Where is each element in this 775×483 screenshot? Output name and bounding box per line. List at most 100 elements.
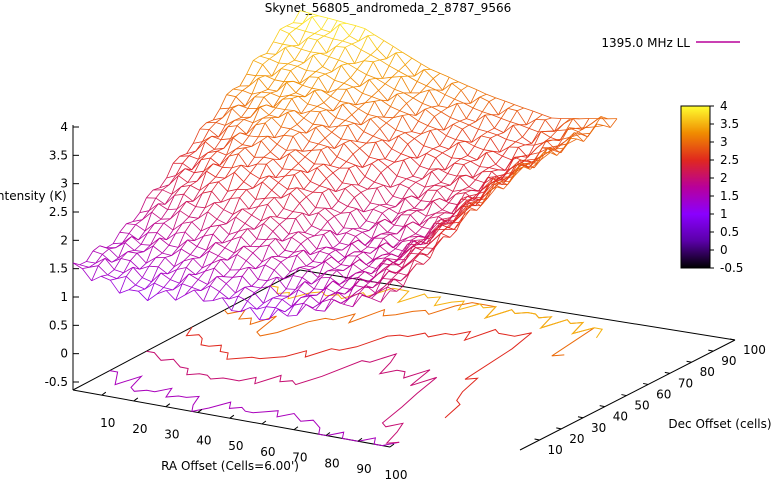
colorbar-tick-label: 3.5 — [720, 117, 739, 131]
mesh-line — [228, 292, 236, 300]
mesh-line — [138, 230, 146, 241]
mesh-line — [416, 145, 425, 159]
mesh-line — [180, 248, 191, 255]
mesh-line — [488, 181, 496, 185]
mesh-line — [416, 153, 427, 159]
mesh-line — [222, 107, 230, 119]
mesh-line — [148, 265, 159, 268]
mesh-line — [369, 77, 376, 80]
mesh-line — [427, 184, 435, 191]
mesh-line — [475, 179, 486, 184]
mesh-line — [312, 303, 320, 309]
mesh-line — [363, 202, 371, 213]
mesh-line — [378, 158, 386, 160]
mesh-line — [314, 90, 325, 103]
mesh-line — [458, 196, 468, 206]
mesh-line — [403, 159, 414, 177]
mesh-line — [321, 253, 330, 264]
mesh-line — [207, 211, 218, 220]
mesh-line — [456, 215, 464, 231]
mesh-line — [278, 62, 288, 65]
mesh-line — [244, 96, 255, 107]
mesh-line — [185, 258, 194, 268]
mesh-line — [340, 264, 351, 267]
mesh-line — [391, 70, 399, 78]
mesh-line — [561, 127, 570, 140]
mesh-line — [451, 204, 459, 214]
mesh-line — [338, 47, 346, 61]
mesh-line — [110, 278, 118, 281]
mesh-line — [420, 189, 428, 201]
mesh-line — [395, 241, 403, 249]
mesh-line — [333, 38, 343, 42]
mesh-line — [262, 181, 272, 191]
mesh-line — [241, 267, 250, 277]
mesh-line — [468, 124, 479, 130]
mesh-line — [431, 105, 439, 108]
mesh-line — [282, 236, 292, 242]
mesh-line — [364, 176, 375, 183]
mesh-line — [296, 187, 304, 190]
mesh-line — [389, 65, 399, 72]
mesh-line — [304, 87, 313, 98]
mesh-line — [231, 164, 242, 169]
z-tick-label: 2 — [60, 233, 68, 247]
mesh-line — [318, 212, 328, 222]
mesh-line — [409, 114, 416, 116]
y-tick — [621, 394, 627, 397]
y-tick-label: 70 — [678, 376, 693, 390]
mesh-line — [213, 117, 223, 121]
mesh-line — [303, 249, 311, 256]
mesh-line — [492, 150, 503, 157]
mesh-line — [355, 25, 366, 30]
mesh-line — [242, 90, 253, 95]
mesh-line — [543, 137, 551, 143]
mesh-line — [289, 28, 297, 34]
mesh-line — [515, 136, 523, 143]
mesh-line — [337, 20, 347, 24]
mesh-line — [156, 290, 167, 295]
mesh-line — [150, 237, 160, 246]
mesh-line — [392, 110, 401, 118]
mesh-line — [174, 260, 184, 268]
mesh-line — [373, 59, 381, 63]
mesh-line — [318, 207, 326, 214]
mesh-line — [132, 266, 140, 270]
mesh-line — [551, 117, 562, 119]
mesh-line — [318, 77, 329, 93]
mesh-line — [275, 107, 286, 110]
mesh-line — [385, 262, 394, 270]
mesh-line — [383, 264, 391, 270]
mesh-line — [91, 275, 102, 282]
mesh-line — [323, 102, 334, 112]
mesh-line — [472, 96, 481, 109]
mesh-line — [184, 289, 195, 296]
mesh-line — [219, 107, 230, 110]
mesh-line — [206, 119, 214, 124]
mesh-line — [531, 131, 539, 144]
mesh-line — [359, 227, 370, 231]
mesh-line — [410, 156, 420, 167]
mesh-line — [486, 152, 497, 165]
mesh-line — [412, 240, 420, 247]
mesh-line — [114, 269, 124, 274]
mesh-line — [250, 172, 260, 180]
mesh-line — [286, 288, 296, 290]
mesh-line — [219, 291, 230, 300]
mesh-line — [423, 201, 431, 211]
mesh-line — [472, 197, 480, 201]
mesh-line — [393, 115, 403, 119]
mesh-line — [279, 153, 290, 160]
mesh-line — [329, 270, 338, 278]
mesh-line — [319, 109, 327, 113]
mesh-line — [394, 224, 404, 227]
mesh-line — [234, 119, 244, 121]
mesh-line — [550, 152, 558, 156]
mesh-line — [304, 16, 313, 32]
mesh-line — [439, 135, 447, 147]
mesh-line — [392, 262, 400, 266]
mesh-line — [435, 89, 446, 96]
mesh-line — [243, 172, 251, 183]
mesh-line — [444, 162, 455, 171]
mesh-line — [447, 103, 458, 108]
